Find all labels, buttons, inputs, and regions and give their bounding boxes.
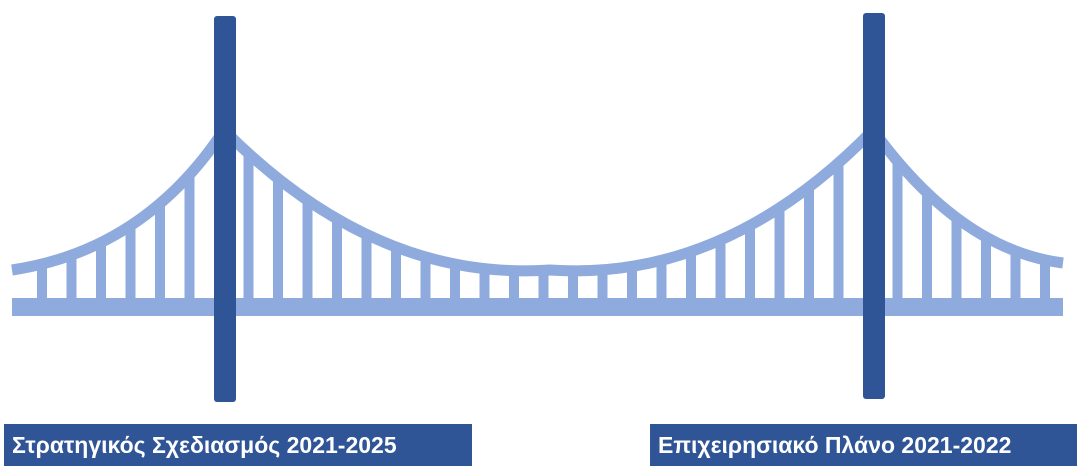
bridge-hanger [538,270,549,300]
operational-plan-label: Επιχειρησιακό Πλάνο 2021-2022 [650,424,1077,466]
bridge-hanger [774,208,785,300]
bridge-hanger [273,178,283,300]
bridge-hanger [37,264,47,300]
bridge-hanger [981,237,991,300]
bridge-hanger [833,162,844,300]
bridge-hanger [597,269,608,300]
bridge-hanger [715,240,726,300]
bridge-hanger [568,270,578,300]
bridge-hanger [1010,250,1021,300]
left-tower [214,16,236,402]
bridge-hanger [951,217,962,300]
bridge-hanger [391,247,401,300]
bridge-hanger [302,200,313,300]
bridge-hanger [804,187,814,300]
bridge-hanger [332,218,342,300]
suspension-cable [11,124,1064,277]
bridge-hanger [656,260,667,300]
bridge-hanger [479,268,490,300]
bridge-hanger [125,225,136,300]
bridge-hanger [361,234,372,300]
bridge-hanger [420,257,431,300]
bridge-hanger [686,251,696,300]
bridge-hanger [66,255,77,300]
bridge-hanger [892,161,903,300]
bridge-hanger [243,153,254,300]
bridge-hanger [1040,259,1050,300]
bridge-hanger [745,225,755,300]
right-tower [863,13,885,399]
bridge-hanger [922,192,932,300]
strategic-plan-label: Στρατηγικός Σχεδιασμός 2021-2025 [4,424,472,466]
bridge-hanger [155,203,165,300]
bridge-deck [12,298,1063,316]
bridge-hanger [96,242,106,300]
bridge-hangers [37,153,1050,300]
bridge-hanger [509,270,519,300]
bridge-hanger [450,264,460,300]
bridge-hanger [184,174,195,300]
bridge-hanger [627,266,637,300]
